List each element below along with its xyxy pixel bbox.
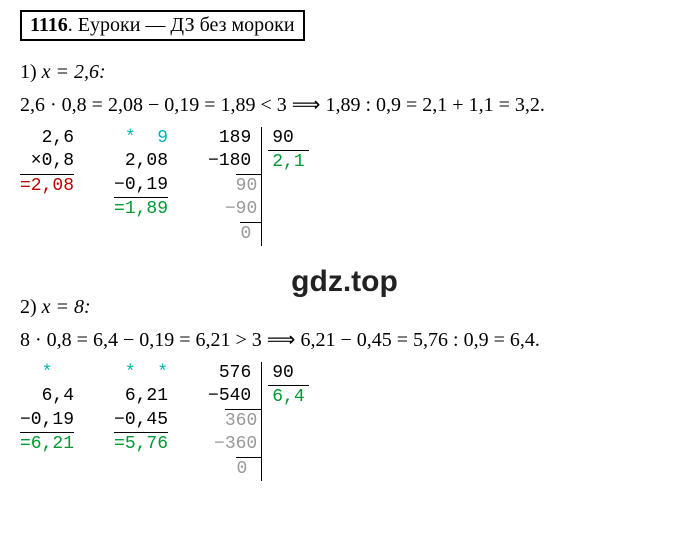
problem-number: 1116 xyxy=(30,14,68,36)
watermark: gdz.top xyxy=(291,265,398,299)
part2-equation: 8 · 0,8 = 6,4 − 0,19 = 6,21 > 3 ⟹ 6,21 −… xyxy=(20,327,669,352)
problem-header: 1116. Еуроки — ДЗ без мороки xyxy=(20,10,305,41)
part1-equation: 2,6 · 0,8 = 2,08 − 0,19 = 1,89 < 3 ⟹ 1,8… xyxy=(20,92,669,117)
part2-calculations: * 6,4 −0,19 =6,21 * * 6,21 −0,45 =5,76 5… xyxy=(20,362,669,481)
part2-division: 576 −540 360 −360 0 90 6,4 xyxy=(208,362,309,481)
part2-sub1: * 6,4 −0,19 =6,21 xyxy=(20,362,74,457)
part1-calculations: 2,6 ×0,8 =2,08 * 9 2,08 −0,19 =1,89 189 … xyxy=(20,127,669,246)
part2-sub2: * * 6,21 −0,45 =5,76 xyxy=(114,362,168,457)
part1-var: 1) x = 2,6: xyxy=(20,61,669,84)
part1-multiplication: 2,6 ×0,8 =2,08 xyxy=(20,127,74,198)
part1-subtraction: * 9 2,08 −0,19 =1,89 xyxy=(114,127,168,222)
part1-division: 189 −180 90 −90 0 90 2,1 xyxy=(208,127,309,246)
part2-var: 2) x = 8: xyxy=(20,296,669,319)
problem-title: . Еуроки — ДЗ без мороки xyxy=(68,14,295,36)
